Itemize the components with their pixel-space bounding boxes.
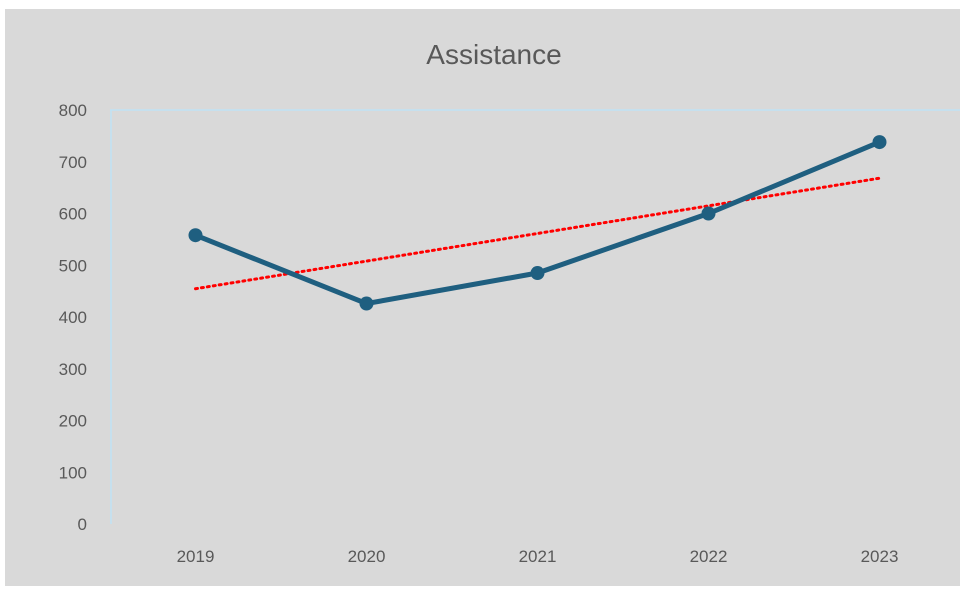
y-tick-label: 700	[59, 153, 87, 172]
y-tick-label: 0	[78, 515, 87, 534]
line-chart: Assistance 0 100 200 300 400 500 600 700 800 201…	[59, 39, 960, 566]
x-tick-label: 2019	[177, 547, 215, 566]
y-tick-label: 500	[59, 256, 87, 275]
x-tick-label: 2020	[348, 547, 386, 566]
data-point	[188, 228, 203, 243]
y-axis-ticks: 0 100 200 300 400 500 600 700 800	[59, 101, 87, 534]
y-tick-label: 600	[59, 205, 87, 224]
data-point	[530, 266, 545, 281]
data-point	[872, 135, 887, 150]
data-point	[359, 296, 374, 311]
trendline-group	[194, 176, 881, 291]
x-axis-ticks: 2019 2020 2021 2022 2023	[177, 547, 899, 566]
y-tick-label: 800	[59, 101, 87, 120]
data-point	[701, 206, 716, 221]
x-tick-label: 2021	[519, 547, 557, 566]
trendline	[194, 176, 881, 291]
y-tick-label: 200	[59, 412, 87, 431]
x-tick-label: 2023	[861, 547, 899, 566]
y-tick-label: 400	[59, 308, 87, 327]
axes	[110, 109, 960, 524]
chart-area: Assistance 0 100 200 300 400 500 600 700 800 201…	[5, 9, 960, 586]
chart-title: Assistance	[426, 39, 561, 70]
series-group	[188, 135, 887, 311]
y-tick-label: 100	[59, 463, 87, 482]
x-tick-label: 2022	[690, 547, 728, 566]
y-tick-label: 300	[59, 360, 87, 379]
